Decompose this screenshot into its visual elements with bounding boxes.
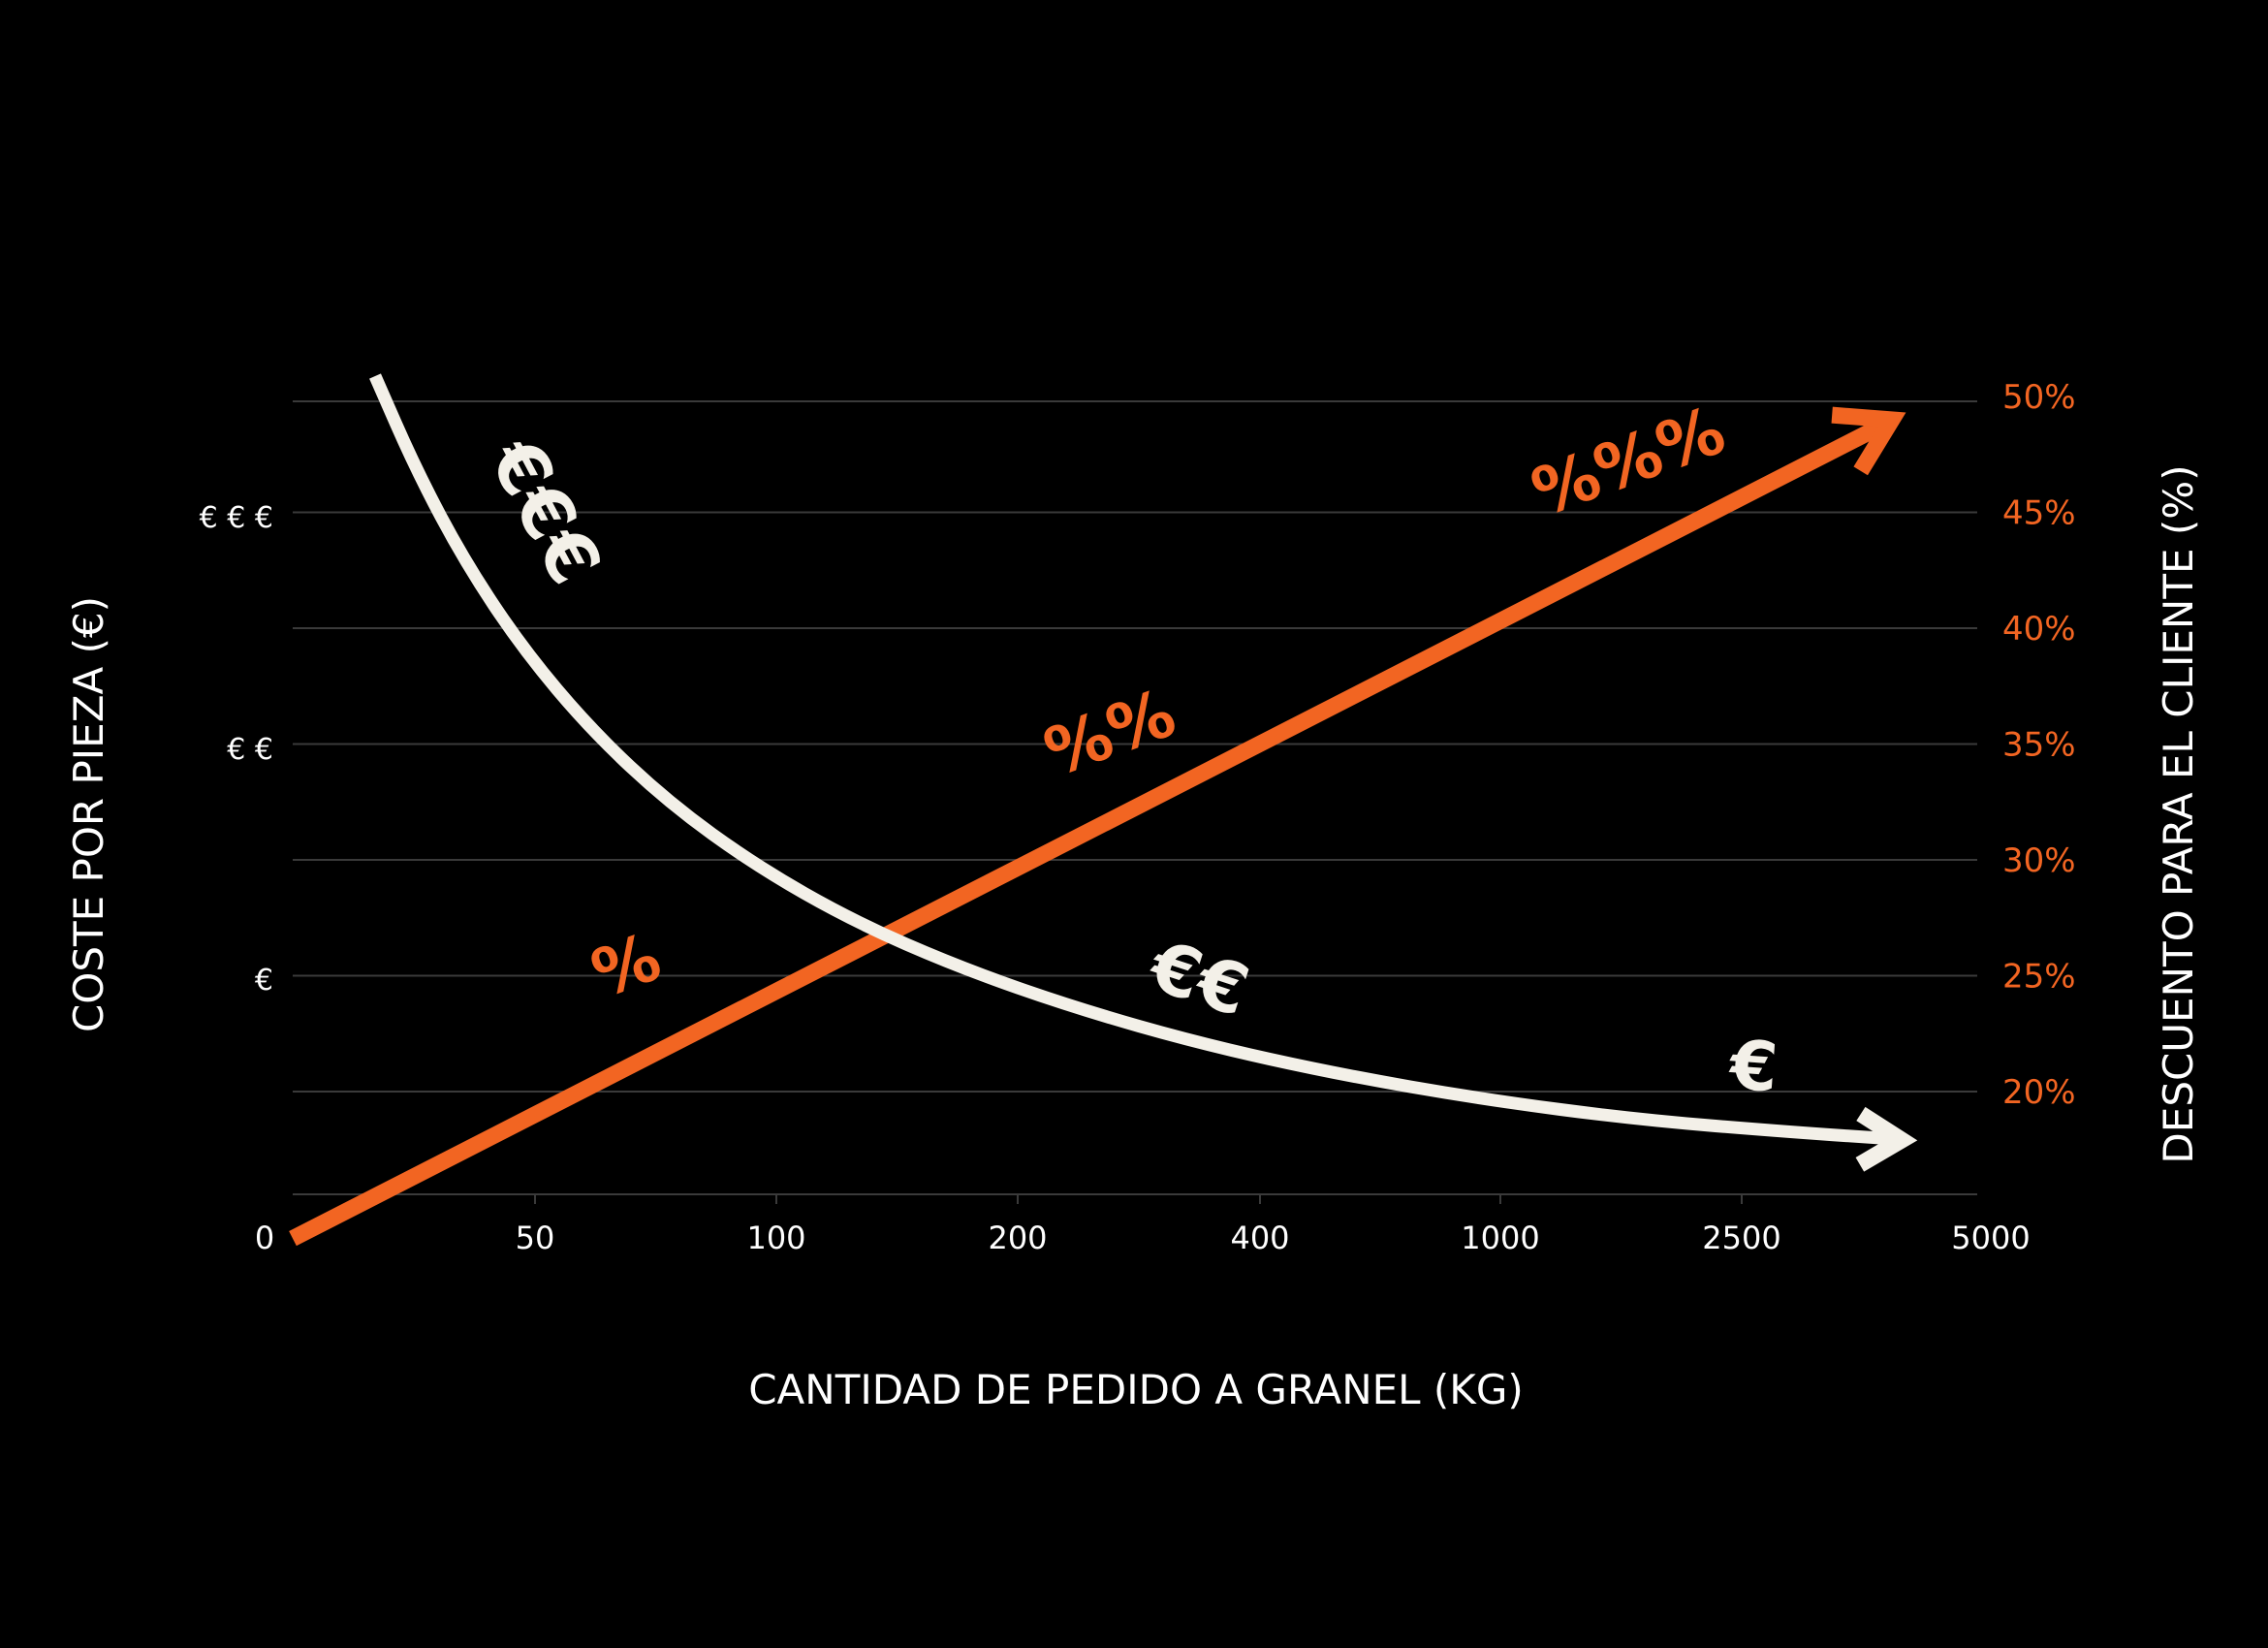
right-tick-label: 25% bbox=[2002, 958, 2076, 997]
right-tick-label: 40% bbox=[2002, 610, 2076, 649]
left-tick-label: € € bbox=[227, 733, 273, 767]
right-tick-label: 30% bbox=[2002, 841, 2076, 880]
left-tick-label: € € € bbox=[200, 501, 273, 535]
cost-arrowhead bbox=[1855, 1106, 1918, 1172]
x-tick-label: 100 bbox=[746, 1220, 805, 1256]
discount-line bbox=[289, 417, 1888, 1247]
x-tick-label: 0 bbox=[255, 1220, 274, 1256]
x-tick-label: 5000 bbox=[1951, 1220, 2030, 1256]
x-tick-label: 1000 bbox=[1461, 1220, 1539, 1256]
x-tick-label: 400 bbox=[1230, 1220, 1289, 1256]
series-group bbox=[289, 373, 1918, 1247]
left-tick-label: € bbox=[255, 964, 273, 998]
right-tick-label: 50% bbox=[2002, 378, 2076, 417]
x-axis-title: CANTIDAD DE PEDIDO A GRANEL (KG) bbox=[748, 1366, 1524, 1413]
left-axis-title: COSTE POR PIEZA (€) bbox=[65, 596, 112, 1032]
cost-annotation-low: € bbox=[1726, 1025, 1780, 1107]
right-tick-label: 45% bbox=[2002, 494, 2076, 533]
x-axis-ticks: 0 50 100 200 400 1000 2500 5000 bbox=[255, 1194, 2031, 1256]
right-tick-label: 20% bbox=[2002, 1073, 2076, 1112]
cost-curve bbox=[369, 373, 1896, 1146]
x-tick-label: 200 bbox=[988, 1220, 1047, 1256]
discount-arrowhead bbox=[1831, 406, 1906, 476]
x-tick-label: 50 bbox=[516, 1220, 555, 1256]
right-tick-label: 35% bbox=[2002, 726, 2076, 765]
left-axis-ticks: € € € € € € bbox=[200, 501, 273, 998]
right-axis-ticks: 20% 25% 30% 35% 40% 45% 50% bbox=[2002, 378, 2076, 1112]
x-tick-label: 2500 bbox=[1702, 1220, 1780, 1256]
right-axis-title: DESCUENTO PARA EL CLIENTE (%) bbox=[2155, 464, 2202, 1163]
